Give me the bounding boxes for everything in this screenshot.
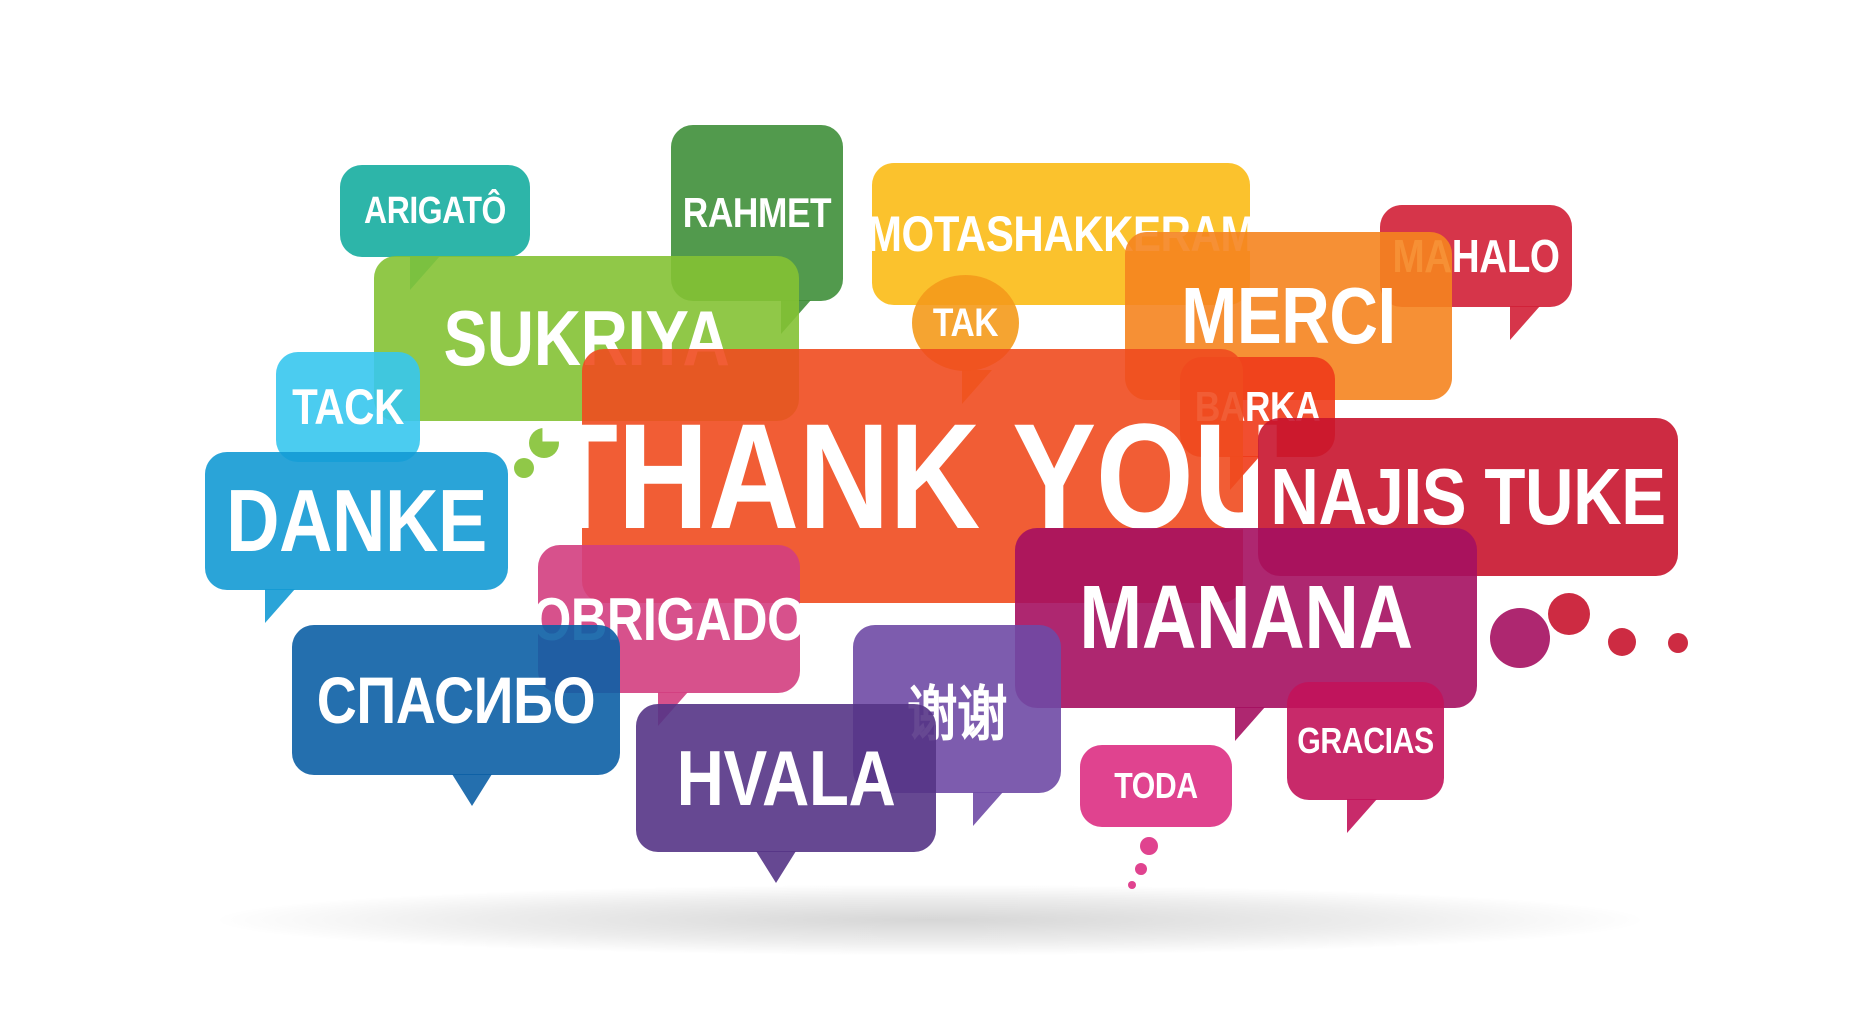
bubble-word: GRACIAS: [1297, 720, 1434, 761]
speech-bubble-najis-tuke: NAJIS TUKE: [1258, 418, 1688, 656]
bubble-tail: [452, 774, 492, 806]
speech-bubble-tack: TACK: [276, 352, 420, 462]
bubble-word: ARIGATÔ: [364, 189, 506, 232]
thought-dot: [1128, 881, 1136, 889]
thought-dot: [1668, 633, 1688, 653]
bubble-body: [1015, 528, 1477, 708]
bubble-body: [340, 165, 530, 257]
bubble-body: [1080, 745, 1232, 827]
bubble-tail: [1347, 799, 1377, 833]
bubble-word: TODA: [1114, 765, 1198, 806]
thought-dot: [1135, 863, 1147, 875]
bubble-word: HVALA: [676, 733, 896, 822]
bubble-tail: [1235, 707, 1265, 741]
bubble-word: MERCI: [1181, 271, 1396, 360]
thought-dot: [1548, 593, 1590, 635]
ground-shadow: [220, 885, 1640, 955]
bubble-body: [292, 625, 620, 775]
speech-bubble-thank-you: THANK YOU: [541, 349, 1284, 603]
speech-bubble-danke: DANKE: [205, 452, 508, 623]
speech-bubble-spasibo: СПАСИБО: [292, 625, 620, 806]
bubble-word: RAHMET: [682, 189, 832, 236]
thought-dot: [529, 428, 559, 458]
speech-bubble-toda: TODA: [1080, 745, 1232, 889]
bubble-word: TACK: [292, 379, 404, 435]
speech-bubble-obrigado: OBRIGADO: [532, 545, 806, 726]
bubble-word: MANANA: [1079, 567, 1413, 668]
speech-bubble-manana: MANANA: [1015, 528, 1550, 741]
bubble-body: [205, 452, 508, 590]
thought-dot: [1608, 628, 1636, 656]
speech-bubble-gracias: GRACIAS: [1287, 682, 1444, 833]
speech-bubble-arigato: ARIGATÔ: [340, 165, 530, 290]
bubble-word: СПАСИБО: [316, 663, 596, 737]
bubble-word: NAJIS TUKE: [1270, 452, 1666, 541]
bubble-tail: [756, 851, 796, 883]
thought-dot: [1490, 608, 1550, 668]
bubble-word: DANKE: [226, 471, 487, 570]
speech-bubble-rahmet: RAHMET: [671, 125, 843, 334]
bubble-body: [276, 352, 420, 462]
thought-dot: [514, 458, 534, 478]
bubble-tail: [973, 792, 1003, 826]
bubble-body: [1287, 682, 1444, 800]
bubble-tail: [1510, 306, 1540, 340]
thought-dot: [1140, 837, 1158, 855]
bubble-tail: [265, 589, 295, 623]
speech-bubble-hvala: HVALA: [636, 704, 936, 883]
bubble-word: TAK: [932, 300, 999, 345]
bubble-body: [636, 704, 936, 852]
